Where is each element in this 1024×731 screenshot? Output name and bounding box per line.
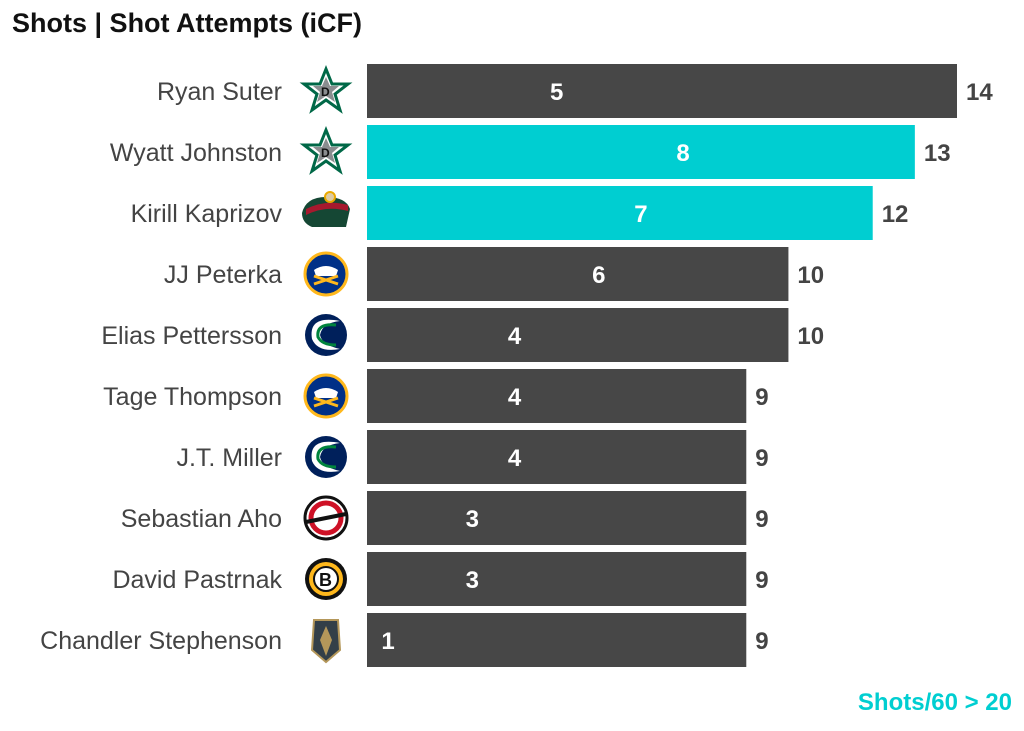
svg-text:D: D xyxy=(321,146,330,160)
chart-title: Shots | Shot Attempts (iCF) xyxy=(12,8,363,38)
data-label-attempts: 9 xyxy=(755,384,768,411)
bar xyxy=(367,125,915,179)
data-label-shots: 3 xyxy=(466,567,479,594)
data-label-shots: 4 xyxy=(508,445,522,472)
team-logo-dal-icon: D xyxy=(299,64,353,114)
bar-row: Elias Pettersson 4 10 xyxy=(101,308,824,362)
tick-label: JJ Peterka xyxy=(164,261,282,289)
team-logo-buf-icon xyxy=(303,251,349,297)
tick-label: Wyatt Johnston xyxy=(110,139,282,167)
data-label-attempts: 14 xyxy=(966,79,993,106)
data-label-attempts: 9 xyxy=(755,445,768,472)
bar-row: Wyatt Johnston D 8 13 xyxy=(110,125,951,179)
data-label-attempts: 12 xyxy=(882,201,909,228)
data-label-shots: 5 xyxy=(550,79,563,106)
bar-row: Sebastian Aho 3 9 xyxy=(121,491,769,545)
data-label-attempts: 10 xyxy=(797,323,824,350)
data-label-shots: 6 xyxy=(592,262,605,289)
tick-label: Chandler Stephenson xyxy=(40,627,282,655)
tick-label: J.T. Miller xyxy=(176,444,282,472)
bar xyxy=(367,552,747,606)
bar-row: David Pastrnak B 3 9 xyxy=(112,552,769,606)
chart-caption: Shots/60 > 20 xyxy=(857,689,1012,716)
data-label-shots: 4 xyxy=(508,384,522,411)
team-logo-dal-icon: D xyxy=(299,125,353,175)
bar-row: Ryan Suter D 5 14 xyxy=(157,64,993,118)
bar xyxy=(367,613,747,667)
bar-row: Tage Thompson 4 9 xyxy=(103,369,769,423)
team-logo-vgk-icon xyxy=(310,619,342,664)
svg-text:D: D xyxy=(321,85,330,99)
data-label-attempts: 9 xyxy=(755,506,768,533)
svg-text:B: B xyxy=(319,570,332,590)
team-logo-van-icon xyxy=(305,436,347,478)
bar xyxy=(367,64,957,118)
data-label-shots: 7 xyxy=(634,201,647,228)
tick-label: Elias Pettersson xyxy=(101,322,282,350)
data-label-attempts: 9 xyxy=(755,628,768,655)
team-logo-van-icon xyxy=(305,314,347,356)
bar-row: Kirill Kaprizov 7 12 xyxy=(131,186,909,240)
tick-label: Sebastian Aho xyxy=(121,505,282,533)
bar xyxy=(367,430,747,484)
bar xyxy=(367,491,747,545)
tick-label: Tage Thompson xyxy=(103,383,282,411)
team-logo-min-icon xyxy=(302,191,350,227)
tick-label: David Pastrnak xyxy=(112,566,282,594)
data-label-attempts: 9 xyxy=(755,567,768,594)
data-label-shots: 4 xyxy=(508,323,522,350)
team-logo-car-icon xyxy=(303,495,349,541)
bar xyxy=(367,308,789,362)
bar xyxy=(367,247,789,301)
team-logo-bos-icon: B xyxy=(305,558,347,600)
data-label-shots: 3 xyxy=(466,506,479,533)
bar-row: JJ Peterka 6 10 xyxy=(164,247,824,301)
data-label-attempts: 10 xyxy=(797,262,824,289)
bar-row: Chandler Stephenson 1 9 xyxy=(40,613,769,667)
data-label-attempts: 13 xyxy=(924,140,951,167)
bar-row: J.T. Miller 4 9 xyxy=(176,430,769,484)
data-label-shots: 8 xyxy=(676,140,689,167)
team-logo-buf-icon xyxy=(303,373,349,419)
data-label-shots: 1 xyxy=(381,628,394,655)
bar xyxy=(367,369,747,423)
bar xyxy=(367,186,873,240)
tick-label: Kirill Kaprizov xyxy=(131,200,283,228)
tick-label: Ryan Suter xyxy=(157,78,282,106)
